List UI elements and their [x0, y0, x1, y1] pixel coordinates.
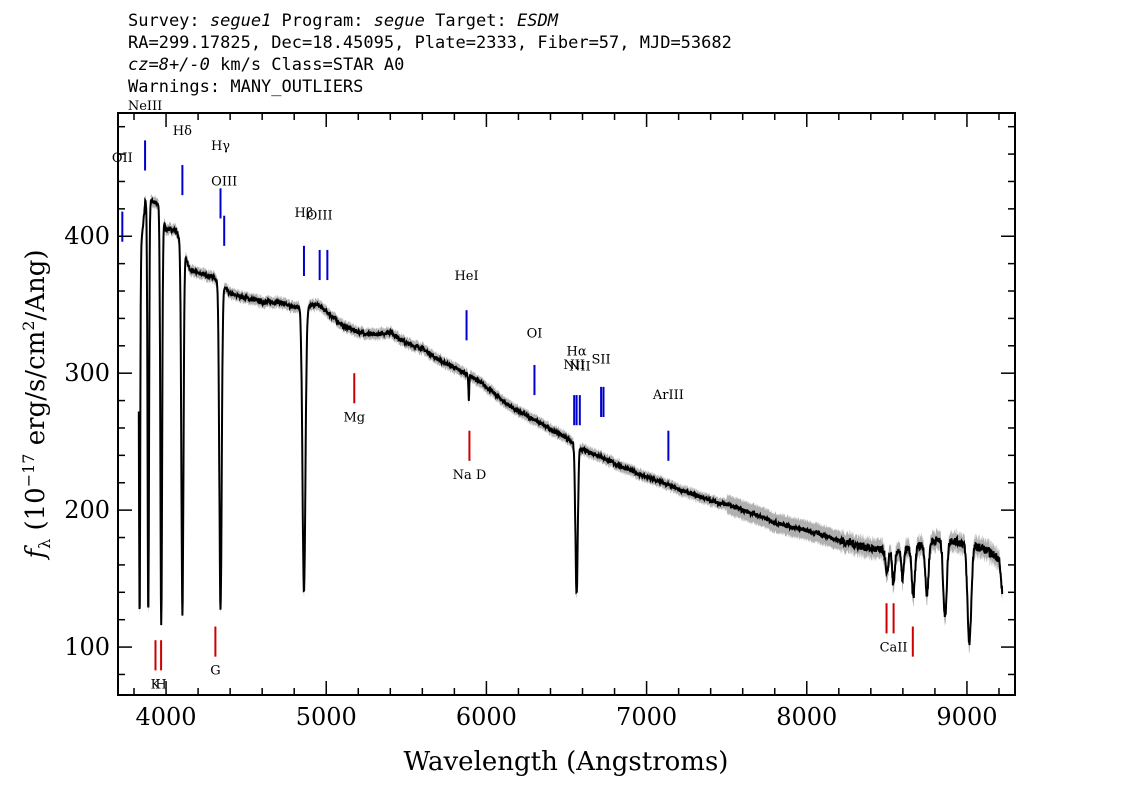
absorption-line-label: H — [155, 677, 166, 692]
error-band — [138, 194, 1003, 655]
survey-value: segue1 — [209, 11, 272, 31]
spectrum-line — [137, 196, 1004, 646]
header-survey-line: Survey: segue1 Program: segue Target: ES… — [128, 11, 558, 31]
emission-line-label: OIII — [307, 209, 333, 224]
x-axis-title: Wavelength (Angstroms) — [404, 747, 729, 777]
emission-line-label: ArIII — [652, 388, 684, 403]
spectrum-header: Survey: segue1 Program: segue Target: ES… — [128, 10, 732, 98]
axis-ticks: 4000 5000 6000 7000 8000 9000 100 200 300 400 — [64, 113, 1015, 731]
error-band-layer — [138, 194, 1003, 655]
header-warnings-line: Warnings: MANY_OUTLIERS — [128, 77, 364, 97]
cz-value: cz=8+/-0 — [128, 55, 210, 75]
target-value: ESDM — [516, 11, 558, 31]
emission-line-label: NII — [569, 359, 591, 374]
absorption-line-label: Na D — [453, 468, 487, 483]
y-tick-label: 400 — [64, 222, 110, 250]
x-tick-label: 9000 — [936, 703, 997, 731]
x-tick-label: 7000 — [616, 703, 677, 731]
x-tick-label: 6000 — [456, 703, 517, 731]
emission-line-label: Hδ — [173, 124, 192, 139]
program-value: segue — [373, 11, 425, 31]
y-axis-title: fλ (10−17 erg/s/cm2/Ang) — [19, 249, 54, 560]
header-class-line: cz=8+/-0 km/s Class=STAR A0 — [128, 55, 405, 75]
emission-line-label: Hγ — [211, 139, 230, 154]
x-tick-label: 5000 — [296, 703, 357, 731]
emission-line-label: NII — [563, 358, 585, 373]
spectrum-layer — [137, 196, 1004, 646]
emission-line-label: HeI — [454, 269, 478, 284]
emission-line-label: Hα — [567, 344, 587, 359]
plot-frame — [117, 112, 1016, 696]
header-coords-line: RA=299.17825, Dec=18.45095, Plate=2333, … — [128, 33, 732, 53]
emission-line-label: Hβ — [295, 206, 314, 221]
y-tick-label: 300 — [64, 359, 110, 387]
y-tick-label: 200 — [64, 496, 110, 524]
emission-line-label: NeIII — [128, 99, 162, 114]
x-tick-label: 4000 — [136, 703, 197, 731]
emission-line-label: SII — [592, 352, 611, 367]
absorption-line-label: Mg — [343, 410, 365, 425]
y-tick-label: 100 — [64, 633, 110, 661]
emission-line-label: OIII — [211, 174, 237, 189]
x-tick-label: 8000 — [776, 703, 837, 731]
emission-line-label: OI — [527, 326, 543, 341]
absorption-line-label: G — [210, 664, 220, 679]
absorption-line-label: CaII — [880, 640, 908, 655]
absorption-line-label: K — [151, 677, 161, 692]
